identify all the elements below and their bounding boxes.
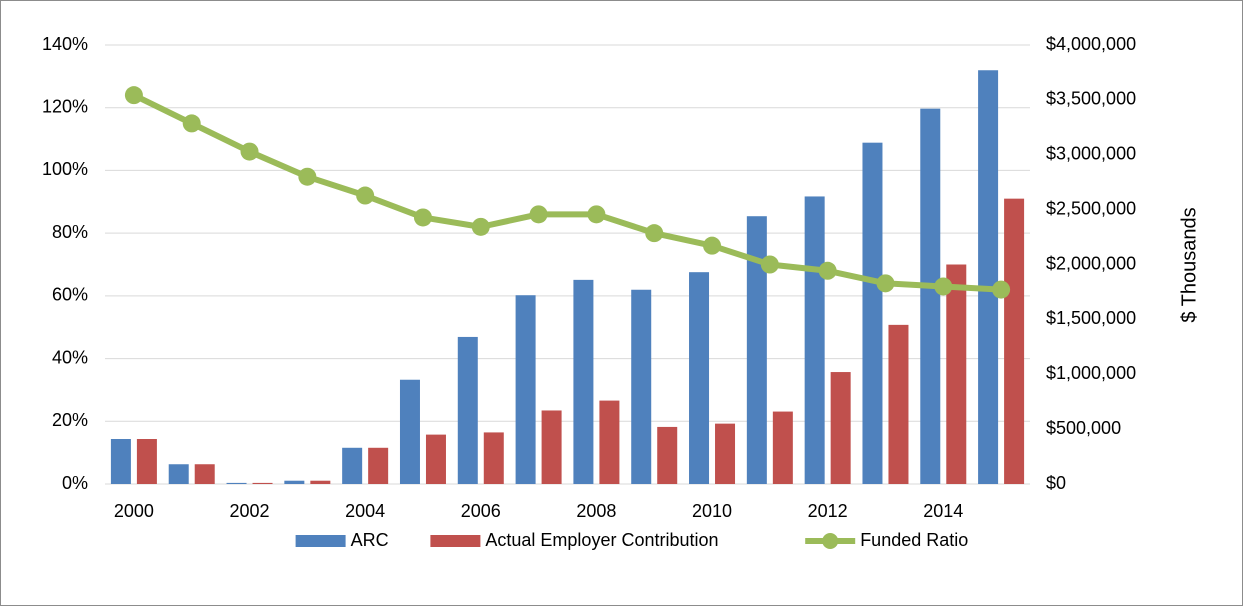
y-tick-label: 20% (52, 410, 88, 430)
x-tick-label: 2014 (923, 501, 963, 521)
bar (310, 480, 331, 484)
x-tick-label: 2000 (114, 501, 154, 521)
y-tick-label: 40% (52, 347, 88, 367)
bar (715, 423, 736, 484)
line-marker (645, 224, 664, 243)
line-marker (124, 86, 143, 105)
bar (631, 289, 652, 484)
bar (457, 336, 478, 484)
bar (862, 142, 883, 485)
line-marker (818, 261, 837, 280)
y-tick-label: 120% (42, 96, 88, 116)
bar (920, 108, 941, 484)
bar (830, 372, 851, 484)
bar (136, 439, 157, 484)
y2-tick-label: $4,000,000 (1046, 34, 1136, 54)
line-marker (760, 255, 779, 274)
y-tick-label: 100% (42, 159, 88, 179)
line-marker (703, 236, 722, 255)
line-marker (471, 217, 490, 236)
legend-label: Funded Ratio (860, 530, 968, 550)
x-tick-label: 2004 (345, 501, 385, 521)
line-marker (182, 114, 201, 133)
bar (946, 264, 967, 484)
y2-tick-label: $2,000,000 (1046, 253, 1136, 273)
bar (368, 447, 389, 484)
bar (573, 279, 594, 484)
line-marker (992, 280, 1011, 299)
bar (541, 410, 562, 484)
y2-tick-label: $3,000,000 (1046, 144, 1136, 164)
bar (425, 434, 446, 484)
y-tick-label: 140% (42, 34, 88, 54)
legend-swatch (430, 535, 481, 547)
bar (515, 295, 536, 484)
bar (599, 400, 620, 484)
y2-tick-label: $1,000,000 (1046, 363, 1136, 383)
bar (483, 432, 504, 484)
bar (746, 216, 767, 484)
line-marker (240, 142, 259, 161)
line-marker (876, 274, 895, 293)
bar (342, 447, 363, 484)
y2-tick-label: $0 (1046, 473, 1066, 493)
y2-tick-label: $1,500,000 (1046, 308, 1136, 328)
line-marker (298, 167, 317, 186)
bar (772, 411, 793, 484)
line-marker (587, 205, 606, 224)
bar (888, 324, 909, 484)
y-tick-label: 60% (52, 285, 88, 305)
bar (978, 70, 999, 485)
y2-tick-label: $2,500,000 (1046, 198, 1136, 218)
legend-label: ARC (351, 530, 389, 550)
bar (804, 196, 825, 484)
line (132, 92, 1002, 293)
legend-label: Actual Employer Contribution (485, 530, 718, 550)
legend-swatch (822, 533, 839, 549)
bar (110, 439, 131, 484)
line-marker (356, 186, 375, 205)
x-tick-label: 2010 (692, 501, 732, 521)
bar (194, 464, 215, 484)
line-marker (529, 205, 548, 224)
x-tick-label: 2002 (230, 501, 270, 521)
bar (168, 464, 189, 484)
bar (689, 272, 710, 484)
bar (399, 379, 420, 484)
line-marker (934, 277, 953, 296)
x-tick-label: 2006 (461, 501, 501, 521)
y2-axis-title: $ Thousands (1178, 207, 1200, 322)
y-tick-label: 0% (62, 473, 88, 493)
bar (226, 482, 247, 484)
y2-tick-label: $500,000 (1046, 418, 1121, 438)
y-tick-label: 80% (52, 222, 88, 242)
x-tick-label: 2008 (576, 501, 616, 521)
bar (657, 426, 678, 484)
bar (284, 480, 305, 484)
legend-swatch (295, 535, 346, 547)
y2-tick-label: $3,500,000 (1046, 89, 1136, 109)
bar (1004, 198, 1025, 484)
line-marker (413, 208, 432, 227)
bar (252, 482, 273, 484)
x-tick-label: 2012 (808, 501, 848, 521)
